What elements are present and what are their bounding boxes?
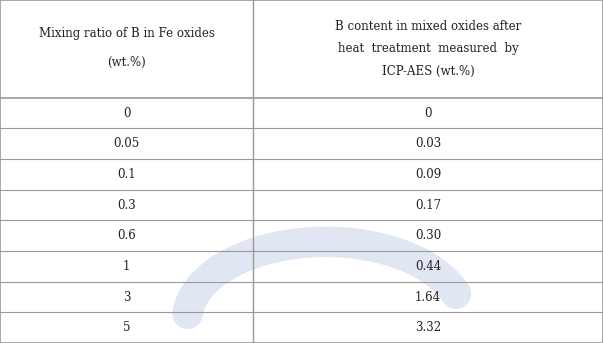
Text: 0.1: 0.1 [118,168,136,181]
Text: 0.17: 0.17 [415,199,441,212]
Text: 0.6: 0.6 [117,229,136,242]
Text: 0.03: 0.03 [415,137,441,150]
Text: 0.30: 0.30 [415,229,441,242]
Text: 0.3: 0.3 [117,199,136,212]
Text: B content in mixed oxides after: B content in mixed oxides after [335,20,521,33]
Text: heat  treatment  measured  by: heat treatment measured by [338,43,519,55]
Text: Mixing ratio of B in Fe oxides: Mixing ratio of B in Fe oxides [39,27,215,40]
Text: 1.64: 1.64 [415,291,441,304]
Text: (wt.%): (wt.%) [107,56,146,69]
Text: 1: 1 [123,260,130,273]
Text: ICP-AES (wt.%): ICP-AES (wt.%) [382,65,475,78]
Text: 0.09: 0.09 [415,168,441,181]
Text: 5: 5 [123,321,130,334]
Text: 3: 3 [123,291,130,304]
Text: 3.32: 3.32 [415,321,441,334]
Text: 0: 0 [123,107,130,120]
Text: 0.05: 0.05 [113,137,140,150]
Text: 0.44: 0.44 [415,260,441,273]
Text: 0: 0 [425,107,432,120]
